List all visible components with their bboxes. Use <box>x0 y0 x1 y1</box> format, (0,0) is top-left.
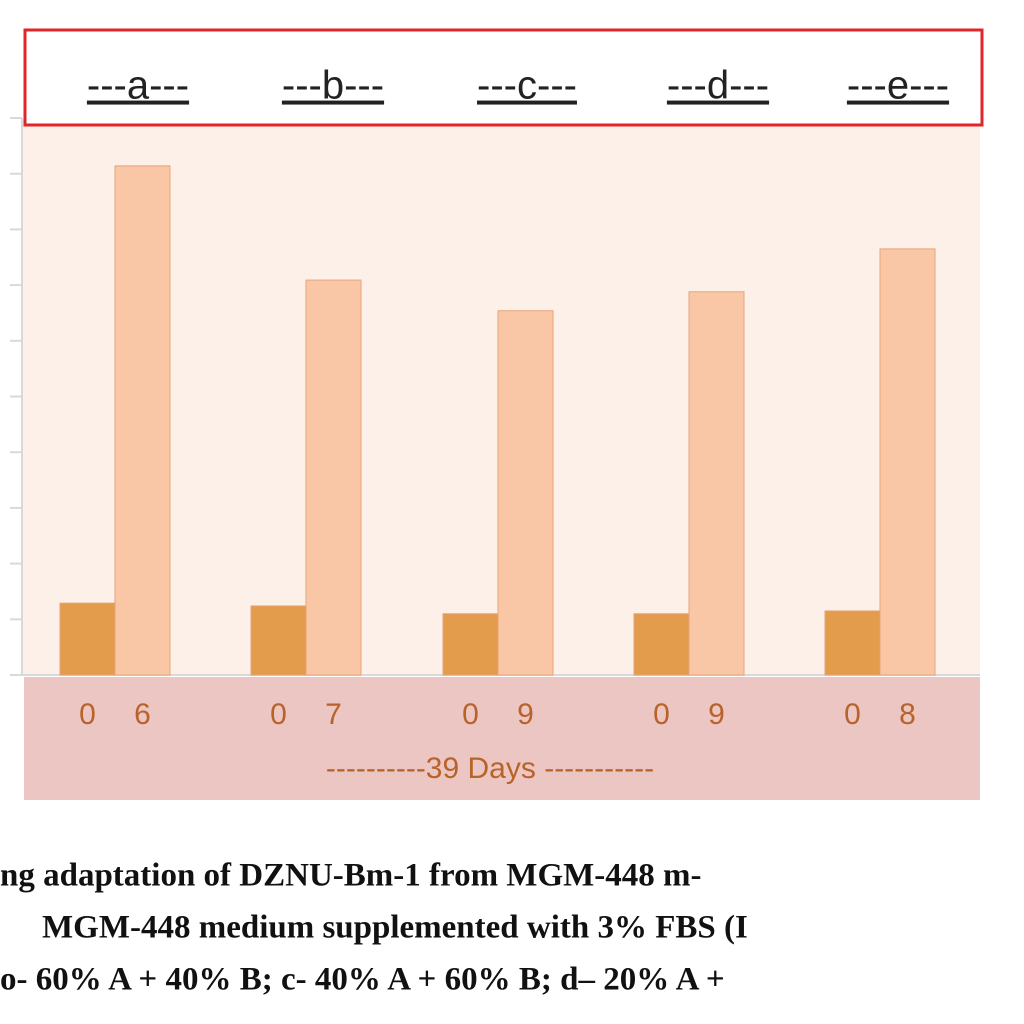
category-label: ---b--- <box>282 64 384 108</box>
x-axis-band <box>24 677 980 800</box>
x-tick-label: 0 <box>270 698 287 731</box>
category-label: ---a--- <box>87 64 189 108</box>
x-axis-label: ----------39 Days ----------- <box>326 752 654 785</box>
category-label: ---d--- <box>667 64 769 108</box>
caption-line: MGM-448 medium supplemented with 3% FBS … <box>42 910 748 946</box>
x-tick-label: 9 <box>708 698 725 731</box>
x-tick-label: 0 <box>79 698 96 731</box>
bar <box>824 610 881 676</box>
caption-line: ng adaptation of DZNU-Bm-1 from MGM-448 … <box>0 858 702 894</box>
bar <box>114 165 171 676</box>
bar <box>633 613 690 676</box>
x-tick-label: 0 <box>653 698 670 731</box>
x-tick-label: 0 <box>462 698 479 731</box>
bar <box>879 248 936 676</box>
caption-line: o- 60% A + 40% B; c- 40% A + 60% B; d– 2… <box>0 962 725 998</box>
x-tick-label: 9 <box>517 698 534 731</box>
category-box <box>23 28 984 127</box>
x-tick-label: 7 <box>325 698 342 731</box>
bar <box>442 613 499 676</box>
bar <box>250 605 307 676</box>
category-label: ---c--- <box>477 64 577 108</box>
category-label: ---e--- <box>847 64 949 108</box>
bar <box>59 602 116 676</box>
x-tick-label: 8 <box>899 698 916 731</box>
bar <box>497 310 554 676</box>
x-tick-label: 0 <box>844 698 861 731</box>
bar <box>305 279 362 676</box>
bar <box>688 291 745 676</box>
x-tick-label: 6 <box>134 698 151 731</box>
